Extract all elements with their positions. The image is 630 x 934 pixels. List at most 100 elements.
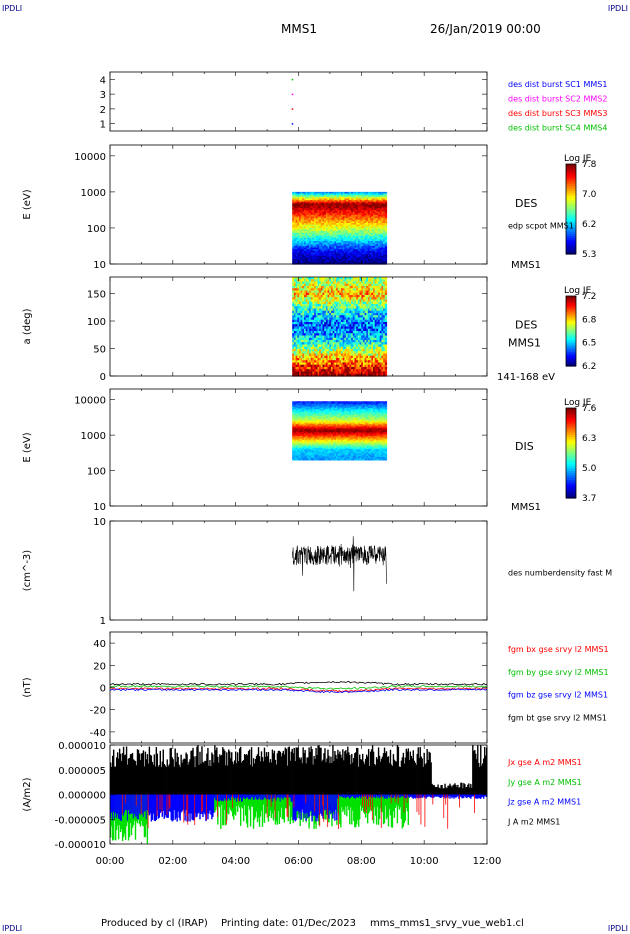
spectrogram-cell <box>384 205 388 208</box>
spectrogram-cell <box>357 351 361 355</box>
spectrogram-cell <box>361 313 364 316</box>
spectrogram-cell <box>320 279 324 283</box>
spectrogram-cell <box>354 206 357 209</box>
spectrogram-cell <box>349 344 352 348</box>
spectrogram-cell <box>369 249 372 252</box>
spectrogram-cell <box>315 229 319 232</box>
spectrogram-cell <box>305 191 308 195</box>
spectrogram-cell <box>376 340 379 343</box>
colorbar-cell <box>566 224 576 228</box>
spectrogram-cell <box>298 245 302 249</box>
spectrogram-cell <box>364 208 367 211</box>
spectrogram-cell <box>298 290 302 294</box>
spectrogram-cell <box>356 196 359 200</box>
spectrogram-cell <box>319 317 322 321</box>
spectrogram-cell <box>342 364 345 368</box>
spectrogram-cell <box>329 279 332 283</box>
spectrogram-cell <box>359 344 362 348</box>
spectrogram-cell <box>312 206 315 209</box>
spectrogram-cell <box>335 216 339 219</box>
spectrogram-cell <box>293 310 297 314</box>
spectrogram-cell <box>332 367 335 370</box>
spectrogram-cell <box>320 229 324 232</box>
spectrogram-cell <box>315 201 319 204</box>
spectrogram-cell <box>332 362 335 366</box>
spectrogram-cell <box>314 191 317 195</box>
spectrogram-cell <box>307 324 310 328</box>
spectrogram-cell <box>349 362 352 366</box>
spectrogram-cell <box>324 262 327 265</box>
spectrogram-cell <box>309 297 312 301</box>
spectrogram-cell <box>359 252 362 255</box>
spectrogram-cell <box>330 245 334 249</box>
spectrogram-cell <box>322 335 325 339</box>
spectrogram-cell <box>352 231 356 234</box>
spectrogram-cell <box>305 214 308 218</box>
spectrogram-cell <box>305 262 308 265</box>
spectrogram-cell <box>374 301 377 305</box>
spectrogram-cell <box>305 286 308 289</box>
spectrogram-cell <box>303 195 307 198</box>
spectrogram-cell <box>344 231 347 234</box>
spectrogram-cell <box>330 203 334 206</box>
spectrogram-cell <box>356 326 359 330</box>
spectrogram-cell <box>293 355 297 359</box>
spectrogram-cell <box>334 349 337 352</box>
spectrogram-cell <box>302 254 305 257</box>
spectrogram-cell <box>314 353 317 357</box>
spectrogram-cell <box>344 227 347 231</box>
spectrogram-cell <box>367 360 371 364</box>
spectrogram-cell <box>319 324 322 328</box>
spectrogram-cell <box>303 349 307 352</box>
spectrogram-cell <box>307 216 310 219</box>
spectrogram-cell <box>297 250 300 254</box>
spectrogram-cell <box>371 367 374 370</box>
spectrogram-cell <box>366 229 369 232</box>
spectrogram-cell <box>330 308 334 312</box>
spectrogram-cell <box>327 362 330 366</box>
spectrogram-cell <box>317 223 320 226</box>
spectrogram-cell <box>309 224 312 227</box>
spectrogram-cell <box>341 290 344 294</box>
spectrogram-cell <box>347 232 351 236</box>
spectrogram-cell <box>374 208 377 211</box>
spectrogram-cell <box>354 281 357 285</box>
spectrogram-cell <box>315 231 319 234</box>
spectrogram-cell <box>378 346 381 350</box>
spectrogram-cell <box>337 206 340 209</box>
spectrogram-cell <box>378 250 381 254</box>
spectrogram-cell <box>379 319 383 323</box>
spectrogram-cell <box>361 317 364 321</box>
spectrogram-cell <box>356 297 359 301</box>
spectrogram-cell <box>334 211 337 214</box>
spectrogram-cell <box>366 242 369 245</box>
spectrogram-cell <box>354 209 357 213</box>
spectrogram-cell <box>359 260 362 263</box>
spectrogram-cell <box>357 211 361 214</box>
spectrogram-cell <box>317 255 320 259</box>
spectrogram-cell <box>369 219 372 222</box>
spectrogram-cell <box>376 319 379 323</box>
spectrogram-cell <box>319 351 322 355</box>
spectrogram-cell <box>339 292 342 296</box>
spectrogram-cell <box>310 242 314 245</box>
spectrogram-cell <box>379 205 383 208</box>
spectrogram-cell <box>364 353 367 357</box>
spectrogram-cell <box>354 252 357 255</box>
spectrogram-cell <box>361 295 364 298</box>
spectrogram-cell <box>303 367 307 370</box>
spectrogram-cell <box>364 252 367 255</box>
spectrogram-cell <box>366 226 369 229</box>
spectrogram-cell <box>332 308 335 312</box>
spectrogram-cell <box>305 219 308 222</box>
spectrogram-cell <box>362 340 366 343</box>
spectrogram-cell <box>361 315 364 319</box>
spectrogram-cell <box>337 244 340 247</box>
spectrogram-cell <box>347 288 351 292</box>
spectrogram-cell <box>292 250 295 254</box>
spectrogram-cell <box>367 283 371 287</box>
spectrogram-cell <box>309 367 312 370</box>
spectrogram-cell <box>334 295 337 298</box>
spectrogram-cell <box>366 337 369 341</box>
spectrogram-cell <box>330 333 334 337</box>
